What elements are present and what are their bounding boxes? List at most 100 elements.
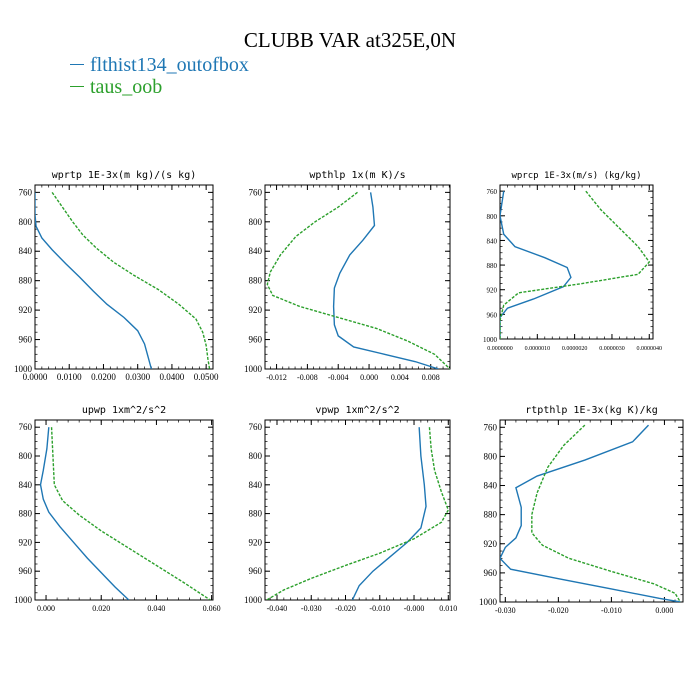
figure-title: CLUBB VAR at325E,0N bbox=[243, 28, 457, 52]
y-tick-label: 800 bbox=[249, 451, 263, 461]
chart-title-4: upwp 1xm^2/s^2 bbox=[82, 405, 166, 416]
x-tick-label: -0.004 bbox=[328, 373, 349, 382]
x-tick-label: 0.0000000 bbox=[487, 346, 513, 352]
plot-frame-4 bbox=[34, 419, 214, 601]
series-line-flthist134-outofbox bbox=[351, 427, 427, 600]
chart-title-6: rtpthlp 1E-3x(kg K)/kg bbox=[525, 405, 657, 416]
x-tick-label: 0.0000 bbox=[23, 372, 48, 382]
x-tick-label: 0.0200 bbox=[91, 372, 116, 382]
legend-swatch-2 bbox=[70, 85, 84, 87]
y-tick-label: 880 bbox=[249, 276, 263, 286]
y-tick-label: 960 bbox=[19, 566, 33, 576]
y-tick-label: 880 bbox=[19, 509, 33, 519]
chart-panel-5: vpwp 1xm^2/s^2 760 800 840 880 920 960 1000 -0.0… bbox=[244, 405, 457, 613]
series-line-taus-oob bbox=[51, 191, 211, 369]
x-tick-label: 0.004 bbox=[391, 373, 409, 382]
legend-swatch-1 bbox=[70, 63, 84, 65]
chart-title-5: vpwp 1xm^2/s^2 bbox=[315, 405, 399, 416]
plot-frame-1 bbox=[34, 184, 214, 370]
y-tick-label: 1000 bbox=[14, 364, 33, 374]
y-tick-label: 760 bbox=[19, 187, 33, 197]
series-line-flthist134-outofbox bbox=[500, 424, 681, 602]
x-tick-label: 0.0000030 bbox=[599, 346, 625, 352]
y-tick-label: 960 bbox=[484, 568, 498, 578]
series-line-taus-oob bbox=[50, 427, 211, 600]
y-tick-label: 760 bbox=[249, 187, 263, 197]
series-line-flthist134-outofbox bbox=[35, 192, 153, 369]
y-tick-label: 800 bbox=[484, 451, 498, 461]
x-tick-label: 0.060 bbox=[203, 604, 221, 613]
y-tick-label: 840 bbox=[19, 480, 33, 490]
y-tick-label: 840 bbox=[484, 481, 498, 491]
y-tick-label: 840 bbox=[249, 246, 263, 256]
chart-title-3: wprcp 1E-3x(m/s) (kg/kg) bbox=[511, 171, 641, 181]
plot-frame-6 bbox=[499, 419, 684, 603]
x-tick-label: 0.040 bbox=[147, 604, 165, 613]
y-tick-label: 880 bbox=[249, 509, 263, 519]
chart-panel-1: wprtp 1E-3x(m kg)/(s kg) 760 800 840 880 920 9… bbox=[14, 170, 219, 382]
series-line-taus-oob bbox=[531, 424, 681, 602]
y-tick-label: 960 bbox=[19, 335, 33, 345]
x-tick-label: 0.0000010 bbox=[525, 346, 551, 352]
x-tick-label: -0.008 bbox=[297, 373, 318, 382]
x-tick-label: 0.000 bbox=[655, 606, 673, 615]
series-line-taus-oob bbox=[500, 190, 651, 339]
x-tick-label: -0.030 bbox=[495, 606, 516, 615]
x-tick-label: -0.000 bbox=[404, 604, 425, 613]
x-tick-label: 0.020 bbox=[92, 604, 110, 613]
plot-frame-2 bbox=[264, 184, 451, 370]
plot-frame-5 bbox=[264, 419, 451, 601]
y-tick-label: 960 bbox=[249, 566, 263, 576]
x-tick-label: 0.0300 bbox=[125, 372, 150, 382]
legend-label-1: flthist134_outofbox bbox=[90, 54, 249, 76]
x-tick-label: 0.0000020 bbox=[562, 346, 588, 352]
x-tick-label: 0.0000040 bbox=[637, 346, 663, 352]
x-tick-label: -0.020 bbox=[335, 604, 356, 613]
series-line-flthist134-outofbox bbox=[332, 192, 439, 369]
y-tick-label: 920 bbox=[484, 539, 498, 549]
y-tick-label: 880 bbox=[19, 276, 33, 286]
y-tick-label: 760 bbox=[487, 188, 498, 196]
x-tick-label: 0.0500 bbox=[194, 372, 219, 382]
y-tick-label: 960 bbox=[249, 335, 263, 345]
y-tick-label: 760 bbox=[19, 422, 33, 432]
x-tick-label: 0.0100 bbox=[57, 372, 82, 382]
series-line-flthist134-outofbox bbox=[500, 191, 572, 339]
chart-panel-2: wpthlp 1x(m K)/s7608008408809209601000-0… bbox=[244, 170, 451, 382]
y-tick-label: 1000 bbox=[14, 595, 33, 605]
x-tick-label: 0.008 bbox=[422, 373, 440, 382]
y-tick-label: 840 bbox=[19, 246, 33, 256]
y-tick-label: 840 bbox=[249, 480, 263, 490]
chart-panel-4: upwp 1xm^2/s^2 760 800 840 880 920 960 1000 0.00… bbox=[14, 405, 221, 613]
x-tick-label: -0.020 bbox=[548, 606, 569, 615]
y-tick-label: 920 bbox=[249, 305, 263, 315]
x-tick-label: -0.030 bbox=[301, 604, 322, 613]
x-tick-label: 0.0400 bbox=[160, 372, 185, 382]
series-line-taus-oob bbox=[266, 191, 450, 369]
series-line-taus-oob bbox=[266, 427, 450, 600]
legend-entry-2: taus_oob bbox=[70, 76, 162, 99]
y-tick-label: 960 bbox=[487, 311, 498, 319]
y-tick-label: 800 bbox=[249, 217, 263, 227]
x-tick-label: 0.010 bbox=[439, 604, 457, 613]
plot-frame-3 bbox=[499, 184, 654, 340]
chart-panel-6: rtpthlp 1E-3x(kg K)/kg 760 800 840 880 920 960… bbox=[479, 405, 684, 615]
y-tick-label: 800 bbox=[19, 217, 33, 227]
y-tick-label: 760 bbox=[249, 422, 263, 432]
y-tick-label: 760 bbox=[484, 422, 498, 432]
y-tick-label: 1000 bbox=[244, 364, 263, 374]
x-tick-label: -0.040 bbox=[267, 604, 288, 613]
legend-entry-1: flthist134_outofbox bbox=[70, 54, 249, 77]
y-tick-label: 920 bbox=[19, 305, 33, 315]
x-tick-label: 0.000 bbox=[360, 373, 378, 382]
x-tick-label: -0.010 bbox=[601, 606, 622, 615]
y-tick-label: 1000 bbox=[479, 597, 498, 607]
y-tick-label: 880 bbox=[487, 262, 498, 270]
y-tick-label: 1000 bbox=[483, 336, 498, 344]
y-tick-label: 880 bbox=[484, 510, 498, 520]
y-tick-label: 1000 bbox=[244, 595, 263, 605]
chart-title-1: wprtp 1E-3x(m kg)/(s kg) bbox=[52, 170, 197, 181]
y-tick-label: 920 bbox=[19, 537, 33, 547]
y-tick-label: 800 bbox=[19, 451, 33, 461]
